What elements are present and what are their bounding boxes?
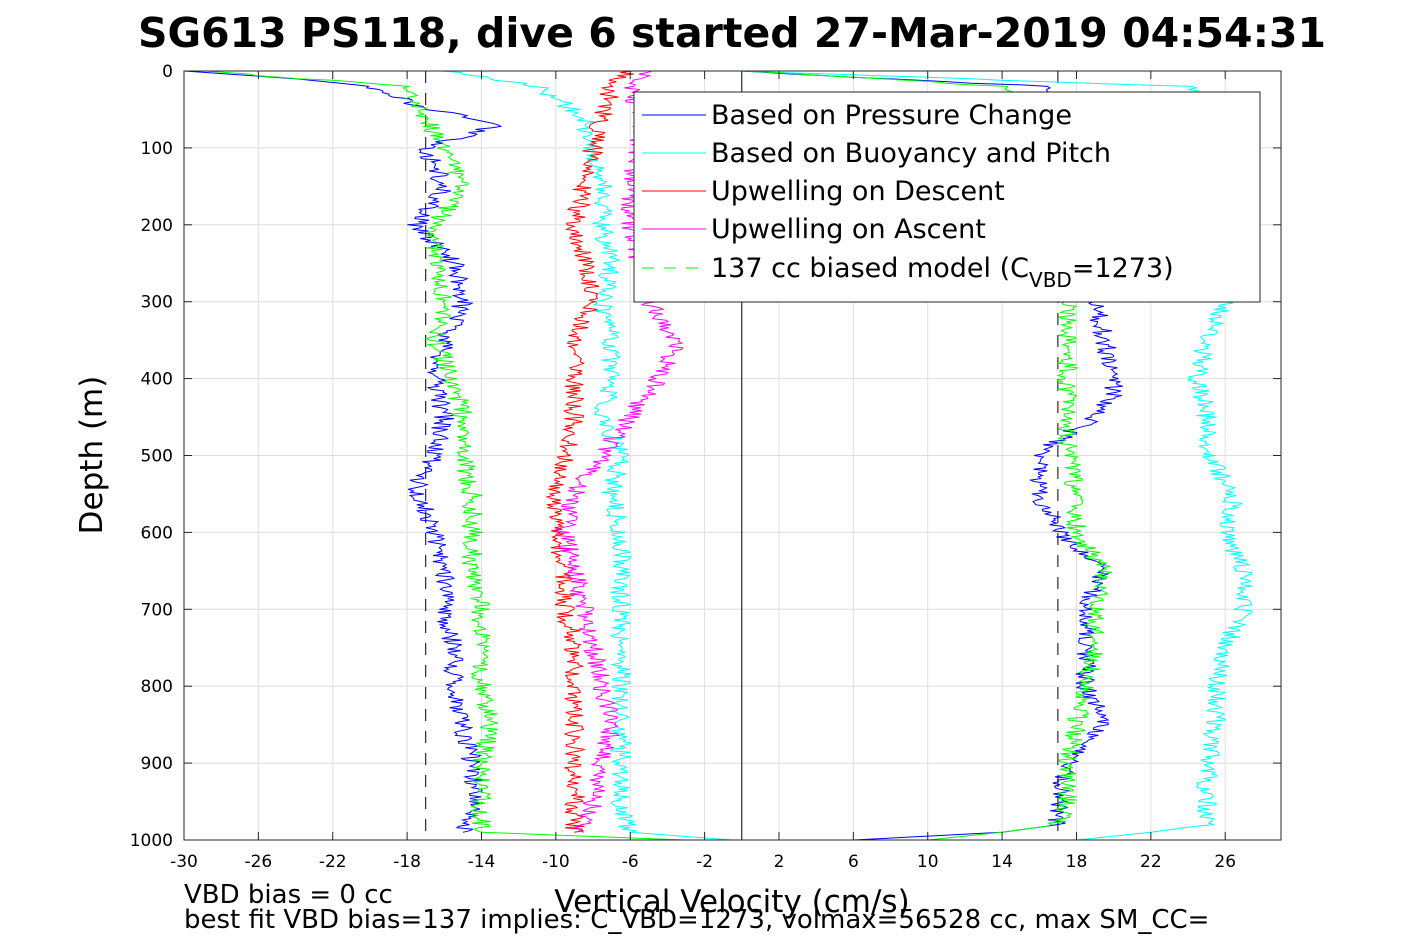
x-tick-label: 14 — [991, 852, 1013, 872]
x-tick-label: 6 — [848, 852, 859, 872]
legend-label-pressure: Based on Pressure Change — [711, 100, 1072, 131]
y-tick-label: 1000 — [130, 831, 173, 851]
x-axis-ticks: -30 -26 -22 -18 -14 -10 -6 -2 2 6 10 14 18 22 26 — [170, 71, 1236, 872]
y-axis-ticks: 0 100 200 300 400 500 600 700 800 900 1000 — [130, 62, 1281, 851]
x-tick-label: 10 — [917, 852, 939, 872]
legend-label-model: 137 cc biased model (CVBD=1273) — [711, 253, 1174, 292]
x-tick-label: -26 — [244, 852, 272, 872]
x-tick-label: 26 — [1214, 852, 1236, 872]
series-line-upwelling_ascent — [554, 70, 684, 833]
legend-label-model-main: 137 cc biased model (C — [711, 253, 1029, 284]
y-tick-label: 800 — [141, 677, 173, 697]
y-tick-label: 400 — [141, 370, 173, 390]
legend-label-model-sub: VBD — [1029, 268, 1072, 292]
series-line-model_descent — [205, 70, 687, 841]
y-tick-label: 100 — [141, 139, 173, 159]
y-tick-label: 600 — [141, 523, 173, 543]
y-tick-label: 900 — [141, 754, 173, 774]
legend-label-upwelling-descent: Upwelling on Descent — [711, 176, 1005, 207]
y-tick-label: 700 — [141, 600, 173, 620]
series-line-buoyancy_descent — [441, 70, 733, 841]
legend-label-model-end: =1273) — [1072, 253, 1174, 284]
x-tick-label: 18 — [1066, 852, 1088, 872]
legend-label-buoyancy: Based on Buoyancy and Pitch — [711, 138, 1111, 169]
footer-best-fit: best fit VBD bias=137 implies: C_VBD=127… — [184, 905, 1209, 935]
legend: Based on Pressure Change Based on Buoyan… — [633, 91, 1261, 303]
x-tick-label: 2 — [774, 852, 785, 872]
x-tick-label: -10 — [542, 852, 570, 872]
series-line-upwelling_descent — [546, 70, 634, 833]
x-tick-label: -18 — [393, 852, 421, 872]
x-tick-label: -30 — [170, 852, 198, 872]
footer-vbd-bias: VBD bias = 0 cc — [184, 880, 393, 910]
y-tick-label: 200 — [141, 216, 173, 236]
y-tick-label: 500 — [141, 447, 173, 467]
y-tick-label: 0 — [162, 62, 173, 82]
legend-label-upwelling-ascent: Upwelling on Ascent — [711, 214, 986, 245]
x-tick-label: 22 — [1140, 852, 1162, 872]
legend-box — [633, 91, 1261, 303]
x-tick-label: -22 — [319, 852, 347, 872]
y-tick-label: 300 — [141, 293, 173, 313]
chart-title: SG613 PS118, dive 6 started 27-Mar-2019 … — [138, 9, 1326, 57]
x-axis-label: Vertical Velocity (cm/s) — [554, 884, 909, 920]
series-line-pressure_descent — [183, 70, 503, 833]
x-tick-label: -6 — [622, 852, 639, 872]
x-tick-label: -14 — [468, 852, 496, 872]
y-axis-label: Depth (m) — [74, 376, 110, 535]
x-tick-label: -2 — [696, 852, 713, 872]
